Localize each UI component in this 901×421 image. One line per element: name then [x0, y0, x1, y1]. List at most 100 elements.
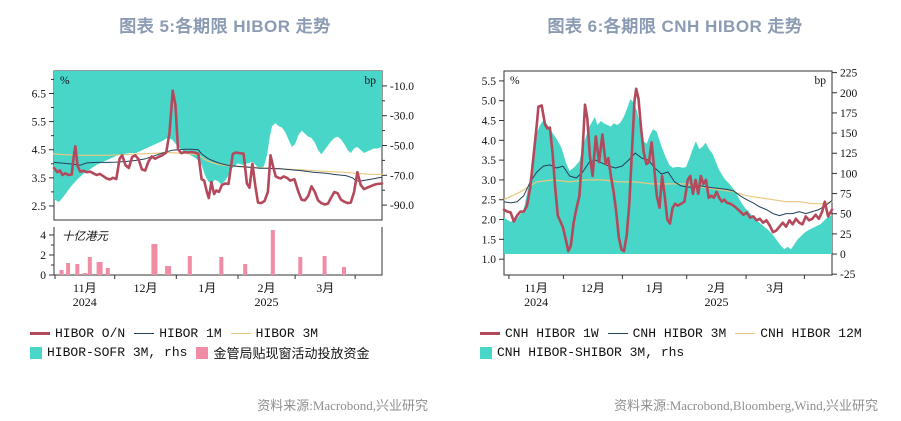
legend-item: HIBOR-SOFR 3M, rhs	[30, 345, 187, 360]
legend-marker-red	[480, 332, 500, 335]
tick-label: -25	[840, 269, 856, 281]
legend-marker-pink	[196, 346, 209, 359]
tick-label: 150	[840, 128, 858, 140]
figure-5-legend: HIBOR O/N HIBOR 1M HIBOR 3M HIBOR-SOFR 3M, …	[30, 324, 450, 362]
legend-label: CNH HIBOR 12M	[760, 326, 862, 341]
month-label: 3月	[316, 281, 334, 295]
year-label: 2024	[524, 295, 548, 309]
right-axis: -90.0 -70.0 -50.0 -30.0 -10.0	[382, 81, 414, 212]
figure-5: 图表 5:各期限 HIBOR 走势 2.5 3.5 4.5 5.5 6.5 -90.0 -7…	[0, 0, 450, 421]
legend-row: CNH HIBOR 1W CNH HIBOR 3M CNH HIBOR 12M	[480, 324, 900, 343]
bar	[342, 267, 346, 275]
bar	[87, 257, 92, 275]
bar	[219, 257, 224, 275]
legend-label: CNH HIBOR-SHIBOR 3M, rhs	[497, 345, 685, 360]
month-label: 11月	[73, 281, 97, 295]
tick-label: 175	[840, 108, 858, 120]
bar	[105, 268, 110, 275]
month-label: 1月	[198, 281, 216, 295]
tick-label: 5.5	[32, 117, 47, 129]
chart-plot: 1.0 1.5 2.0 2.5 3.0 3.5 4.0 4.5 5.0 5.5 -25 0 25 50 75…	[482, 68, 858, 309]
chart-plot: 2.5 3.5 4.5 5.5 6.5 -90.0 -70.0 -50.0 -30.0 -10.0…	[32, 70, 414, 309]
sub-panel-frame	[53, 227, 383, 276]
year-label: 2025	[255, 295, 279, 309]
legend-marker-yellow	[230, 332, 251, 335]
legend-row: HIBOR-SOFR 3M, rhs 金管局贴现窗活动投放资金	[30, 343, 450, 362]
month-label: 12月	[133, 281, 157, 295]
tick-label: 4	[40, 230, 46, 242]
legend-item: 金管局贴现窗活动投放资金	[196, 343, 369, 362]
year-label: 2025	[705, 295, 729, 309]
month-label: 2月	[257, 281, 275, 295]
legend-marker-navy	[607, 332, 628, 335]
month-label: 12月	[581, 281, 605, 295]
figure-5-title: 图表 5:各期限 HIBOR 走势	[119, 17, 331, 36]
legend-row: CNH HIBOR-SHIBOR 3M, rhs	[480, 343, 900, 362]
series-cnh-hibor-3m	[503, 152, 833, 217]
series-hibor-sofr-3m-rhs	[54, 71, 382, 203]
unit-label: %	[510, 75, 520, 87]
series-cnh-hibor-1w	[502, 87, 834, 253]
tick-label: 6.5	[32, 88, 47, 100]
tick-label: -50.0	[390, 141, 414, 153]
series-hibor-o-n	[52, 89, 384, 206]
tick-label: 2.5	[482, 195, 497, 207]
bar	[75, 264, 80, 275]
figure-6-source: 资料来源:Macrobond,Bloomberg,Wind,兴业研究	[614, 398, 878, 413]
tick-label: 4.5	[32, 145, 47, 157]
year-label: 2024	[73, 295, 97, 309]
legend-marker-yellow	[735, 332, 756, 335]
tick-label: 0	[40, 270, 46, 282]
month-label: 3月	[766, 281, 784, 295]
tick-label: 200	[840, 88, 858, 100]
bar	[270, 230, 275, 275]
figure-6-title: 图表 6:各期限 CNH HIBOR 走势	[547, 17, 803, 36]
legend-label: HIBOR-SOFR 3M, rhs	[47, 345, 188, 360]
tick-label: 3.5	[32, 173, 47, 185]
series--	[59, 230, 346, 275]
month-label: 2月	[707, 281, 725, 295]
figure-5-source: 资料来源:Macrobond,兴业研究	[257, 398, 428, 413]
legend-row: HIBOR O/N HIBOR 1M HIBOR 3M	[30, 324, 450, 343]
bar	[151, 244, 158, 275]
tick-label: 3.0	[482, 175, 497, 187]
figure-6-legend: CNH HIBOR 1W CNH HIBOR 3M CNH HIBOR 12M CNH…	[480, 324, 900, 362]
legend-label: HIBOR 3M	[255, 326, 319, 341]
tick-label: 25	[840, 229, 852, 241]
x-axis: 11月 12月 1月 2月 3月 2024 2025	[54, 275, 356, 309]
legend-item: HIBOR 1M	[134, 326, 222, 341]
legend-label: 金管局贴现窗活动投放资金	[213, 347, 370, 362]
unit-label: %	[60, 75, 70, 87]
tick-label: 0	[840, 249, 846, 261]
unit-label: 十亿港元	[62, 230, 109, 243]
bar	[298, 257, 303, 275]
tick-label: 1.0	[482, 254, 497, 266]
legend-item: CNH HIBOR-SHIBOR 3M, rhs	[480, 345, 684, 360]
legend-item: HIBOR O/N	[30, 326, 125, 341]
sub-axis: 0 2 4	[40, 230, 54, 282]
unit-label: bp	[815, 75, 827, 87]
legend-item: HIBOR 3M	[230, 326, 319, 341]
tick-label: 3.5	[482, 155, 497, 167]
legend-label: HIBOR 1M	[159, 326, 222, 341]
tick-label: -70.0	[390, 170, 414, 182]
bar	[66, 263, 71, 275]
legend-label: HIBOR O/N	[55, 326, 126, 341]
right-axis: -25 0 25 50 75 100 125 150 175 200 225	[832, 68, 858, 281]
tick-label: 50	[840, 209, 852, 221]
legend-item: CNH HIBOR 1W	[480, 326, 599, 341]
tick-label: -30.0	[390, 111, 414, 123]
tick-label: 5.0	[482, 96, 497, 108]
bar	[187, 256, 192, 275]
legend-item: CNH HIBOR 3M	[607, 326, 726, 341]
month-label: 1月	[646, 281, 664, 295]
bar	[322, 256, 327, 275]
tick-label: -10.0	[390, 81, 414, 93]
month-label: 11月	[524, 281, 548, 295]
bar	[243, 264, 248, 275]
bar	[82, 273, 87, 275]
tick-label: 4.5	[482, 116, 497, 128]
x-axis: 11月 12月 1月 2月 3月 2024 2025	[508, 275, 805, 309]
tick-label: 100	[840, 168, 858, 180]
